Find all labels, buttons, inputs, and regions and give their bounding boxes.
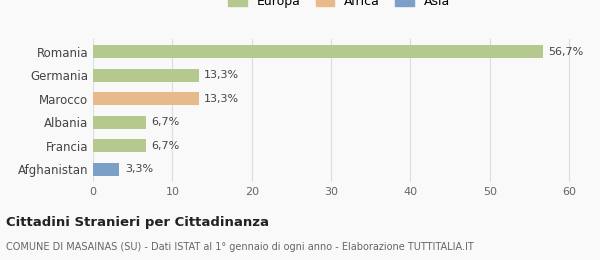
Legend: Europa, Africa, Asia: Europa, Africa, Asia xyxy=(224,0,454,11)
Text: 3,3%: 3,3% xyxy=(125,164,153,174)
Text: 13,3%: 13,3% xyxy=(204,94,239,104)
Bar xyxy=(93,139,146,152)
Text: 13,3%: 13,3% xyxy=(204,70,239,80)
Bar xyxy=(93,69,199,82)
Text: 6,7%: 6,7% xyxy=(152,141,180,151)
Bar xyxy=(93,162,119,176)
Text: 56,7%: 56,7% xyxy=(548,47,584,57)
Bar xyxy=(93,116,146,129)
Bar xyxy=(93,46,543,58)
Text: COMUNE DI MASAINAS (SU) - Dati ISTAT al 1° gennaio di ogni anno - Elaborazione T: COMUNE DI MASAINAS (SU) - Dati ISTAT al … xyxy=(6,242,474,252)
Text: 6,7%: 6,7% xyxy=(152,117,180,127)
Text: Cittadini Stranieri per Cittadinanza: Cittadini Stranieri per Cittadinanza xyxy=(6,216,269,229)
Bar xyxy=(93,92,199,105)
